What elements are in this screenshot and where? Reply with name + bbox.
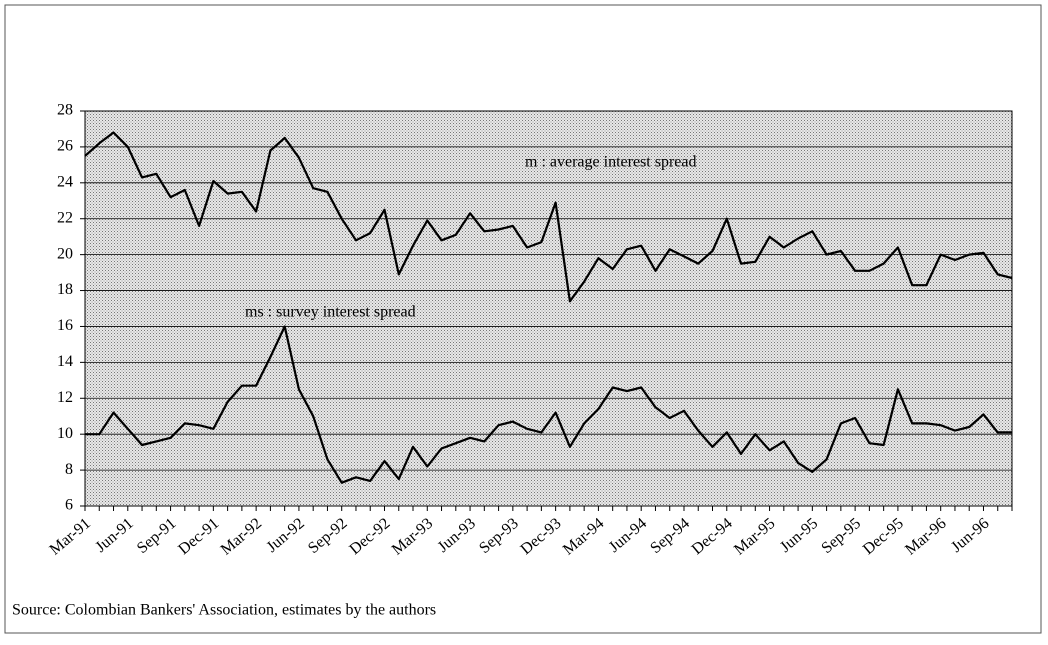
series-label: ms : survey interest spread	[245, 304, 416, 321]
x-tick-label: Sep-92	[305, 515, 351, 557]
x-tick-label: Jun-94	[606, 515, 650, 556]
x-tick-label: Sep-94	[647, 515, 693, 557]
y-tick-label: 14	[57, 353, 73, 370]
y-tick-label: 6	[65, 497, 73, 514]
y-tick-label: 24	[57, 173, 73, 190]
x-tick-label: Jun-96	[948, 515, 992, 556]
x-tick-label: Sep-95	[818, 515, 864, 557]
y-tick-label: 28	[57, 102, 73, 119]
x-tick-label: Dec-94	[689, 515, 736, 558]
x-tick-label: Jun-91	[92, 515, 136, 556]
x-tick-label: Mar-94	[560, 515, 607, 559]
x-tick-label: Jun-92	[264, 515, 308, 556]
x-tick-label: Dec-92	[346, 515, 393, 558]
source-note: Source: Colombian Bankers' Association, …	[12, 602, 436, 619]
x-tick-label: Mar-96	[902, 515, 949, 559]
x-tick-label: Mar-91	[46, 515, 93, 559]
x-tick-label: Mar-93	[389, 515, 436, 559]
series-line	[84, 131, 1013, 303]
y-tick-label: 20	[57, 245, 73, 262]
y-tick-label: 26	[57, 138, 73, 155]
x-tick-label: Mar-92	[218, 515, 265, 559]
x-tick-label: Dec-93	[518, 515, 565, 558]
series-line	[85, 325, 1012, 484]
y-tick-label: 12	[57, 389, 73, 406]
y-tick-label: 22	[57, 209, 73, 226]
frame	[4, 4, 1042, 634]
y-tick-label: 10	[57, 425, 73, 442]
y-tick-label: 18	[57, 281, 73, 298]
x-tick-label: Jun-93	[435, 515, 479, 556]
x-tick-label: Sep-91	[134, 515, 180, 557]
y-tick-label: 16	[57, 317, 73, 334]
y-tick-label: 8	[65, 461, 73, 478]
x-tick-label: Dec-91	[175, 515, 222, 558]
x-tick-label: Jun-95	[777, 515, 821, 556]
x-tick-label: Sep-93	[476, 515, 522, 557]
x-tick-label: Dec-95	[860, 515, 907, 558]
series-label: m : average interest spread	[525, 154, 696, 171]
x-tick-label: Mar-95	[731, 515, 778, 559]
